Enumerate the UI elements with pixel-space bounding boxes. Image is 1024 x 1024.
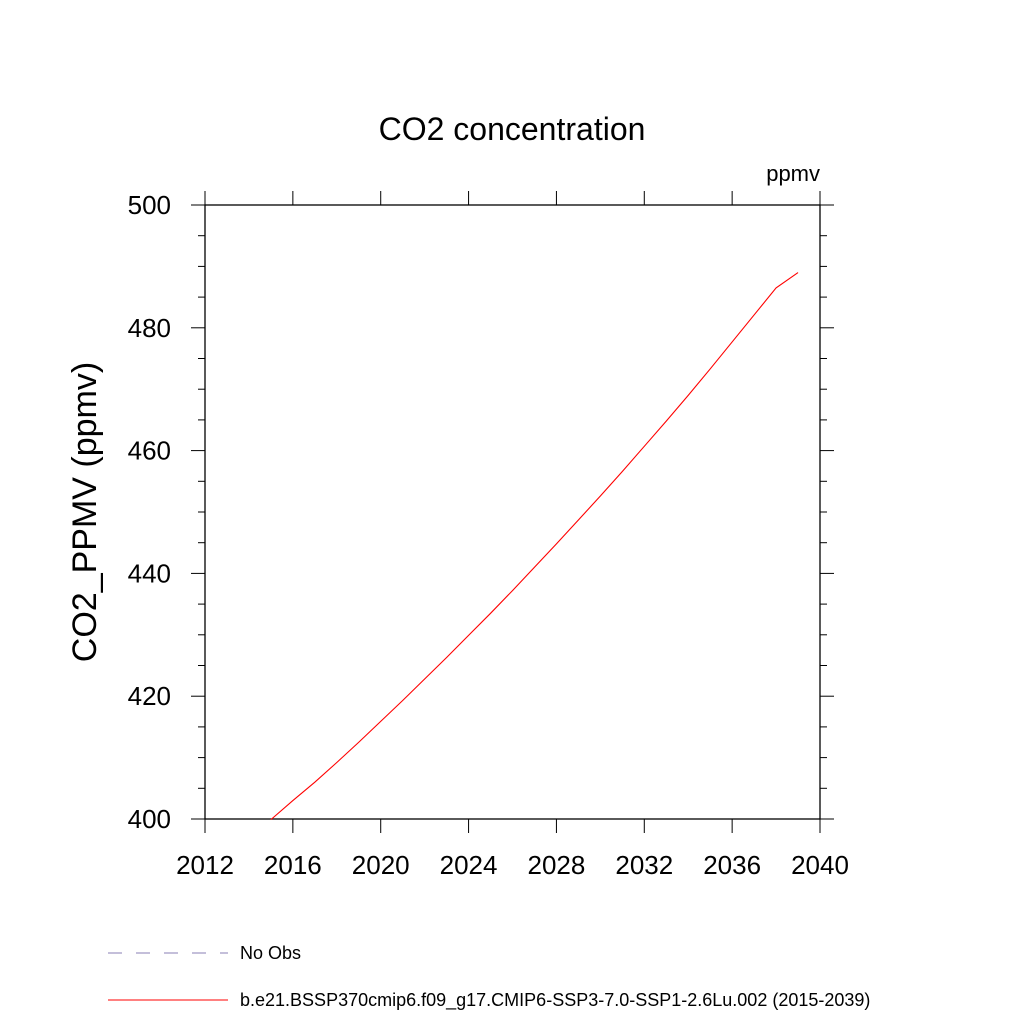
series-group bbox=[270, 272, 799, 821]
x-tick-label: 2040 bbox=[791, 850, 849, 880]
y-tick-label: 440 bbox=[128, 558, 171, 588]
x-tick-label: 2012 bbox=[176, 850, 234, 880]
y-tick-label: 460 bbox=[128, 436, 171, 466]
y-tick-label: 420 bbox=[128, 681, 171, 711]
legend: No Obs b.e21.BSSP370cmip6.f09_g17.CMIP6-S… bbox=[108, 943, 870, 1011]
chart-title: CO2 concentration bbox=[379, 111, 646, 147]
y-tick-label: 400 bbox=[128, 804, 171, 834]
plot-frame bbox=[204, 204, 821, 820]
y-axis-ticks: 400 420 440 460 480 500 bbox=[128, 190, 834, 834]
x-tick-label: 2028 bbox=[528, 850, 586, 880]
series-line-1 bbox=[270, 272, 799, 821]
x-tick-label: 2024 bbox=[440, 850, 498, 880]
x-tick-label: 2032 bbox=[615, 850, 673, 880]
x-tick-label: 2036 bbox=[703, 850, 761, 880]
x-axis-ticks: 2012 2016 2020 2024 2028 2032 2036 2040 bbox=[176, 191, 849, 880]
x-tick-label: 2020 bbox=[352, 850, 410, 880]
y-axis-label: CO2_PPMV (ppmv) bbox=[66, 362, 104, 662]
plot-border bbox=[204, 204, 821, 820]
legend-label-0: No Obs bbox=[240, 943, 301, 963]
x-tick-label: 2016 bbox=[264, 850, 322, 880]
y-tick-label: 480 bbox=[128, 313, 171, 343]
y-tick-label: 500 bbox=[128, 190, 171, 220]
units-label: ppmv bbox=[766, 161, 820, 186]
legend-label-1: b.e21.BSSP370cmip6.f09_g17.CMIP6-SSP3-7.… bbox=[240, 990, 870, 1011]
